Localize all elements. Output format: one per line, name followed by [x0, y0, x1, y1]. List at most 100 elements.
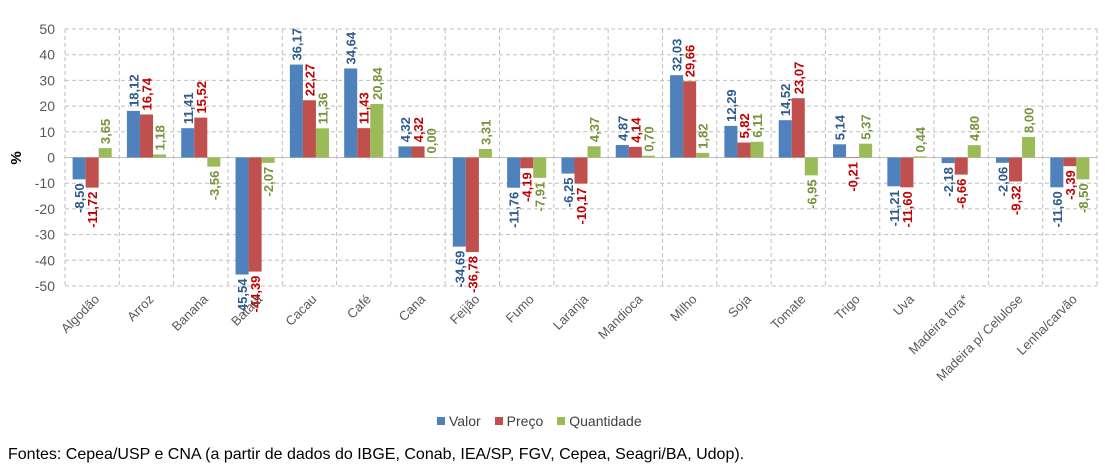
- bar-quantidade: [370, 103, 384, 158]
- y-tick-label: 40: [39, 47, 55, 63]
- data-label-quantidade: 0,70: [641, 126, 656, 151]
- data-label-preço: 16,74: [139, 77, 154, 110]
- bar-preço: [683, 81, 697, 158]
- x-category-label: Mandioca: [595, 291, 646, 342]
- x-category-label: Milho: [667, 292, 700, 325]
- data-label-valor: 32,03: [670, 39, 685, 72]
- bar-quantidade: [913, 156, 927, 158]
- data-label-preço: -0,21: [846, 162, 861, 192]
- legend-item-quantidade: Quantidade: [557, 413, 642, 429]
- data-label-quantidade: -3,56: [207, 171, 222, 201]
- data-label-preço: -3,39: [1063, 170, 1078, 200]
- bar-preço: [628, 146, 642, 158]
- bar-preço: [139, 114, 153, 158]
- y-tick-label: -50: [35, 278, 55, 294]
- data-label-quantidade: 5,37: [859, 114, 874, 139]
- bar-preço: [357, 128, 371, 158]
- data-label-quantidade: 11,36: [315, 92, 330, 124]
- bar-preço: [520, 157, 534, 169]
- bars: [72, 64, 1090, 275]
- data-label-preço: -11,72: [85, 192, 100, 228]
- data-label-valor: -34,69: [452, 251, 467, 288]
- bar-preço: [900, 157, 914, 188]
- y-tick-label: -20: [35, 201, 55, 217]
- x-category-label: Cacau: [282, 292, 319, 329]
- y-tick-label: -40: [35, 252, 55, 268]
- x-axis-categories: Algodão Arroz Banana Batata Cacau Café Cana Fei…: [58, 291, 1080, 384]
- data-label-valor: 18,12: [126, 74, 141, 107]
- data-label-preço: -6,66: [954, 179, 969, 209]
- bar-preço: [302, 100, 316, 158]
- y-tick-label: 0: [47, 150, 55, 166]
- x-category-label: Laranja: [550, 291, 592, 333]
- bar-preço: [465, 157, 479, 253]
- data-label-quantidade: 1,82: [696, 124, 711, 149]
- x-category-label: Arroz: [124, 292, 157, 325]
- y-tick-label: 50: [39, 21, 55, 37]
- bar-quantidade: [750, 141, 764, 158]
- data-label-valor: -8,50: [72, 183, 87, 213]
- bar-preço: [1063, 157, 1077, 167]
- bar-preço: [194, 117, 208, 158]
- bar-preço: [737, 142, 751, 158]
- data-label-quantidade: 8,00: [1022, 108, 1037, 133]
- y-tick-label: 20: [39, 98, 55, 114]
- bar-quantidade: [859, 143, 873, 158]
- bar-preço: [954, 157, 968, 175]
- bar-quantidade: [696, 152, 710, 158]
- data-label-valor: 12,29: [724, 89, 739, 122]
- data-label-valor: 34,64: [344, 31, 359, 64]
- bar-preço: [574, 157, 588, 184]
- bar-quantidade: [587, 146, 601, 158]
- data-label-valor: -2,18: [941, 167, 956, 197]
- data-label-quantidade: -6,95: [804, 179, 819, 209]
- bar-valor: [887, 157, 901, 187]
- data-label-preço: -10,17: [574, 188, 589, 225]
- data-label-quantidade: 6,11: [750, 113, 765, 138]
- bar-quantidade: [967, 145, 981, 158]
- legend-swatch-valor: [437, 417, 445, 425]
- legend-label-preco: Preço: [506, 413, 544, 429]
- data-labels: -8,50 18,12 11,41 -45,54 36,17 34,64 4,32 -34,6…: [72, 28, 1091, 315]
- data-label-valor: 4,87: [615, 116, 630, 141]
- data-label-valor: 5,14: [833, 114, 848, 140]
- bar-valor: [452, 157, 466, 247]
- bar-valor: [561, 157, 575, 174]
- data-label-preço: 22,27: [302, 64, 317, 97]
- bar-valor: [289, 64, 303, 158]
- data-label-preço: -36,78: [465, 256, 480, 293]
- data-label-quantidade: 0,44: [913, 126, 928, 152]
- data-label-preço: 15,52: [194, 81, 209, 114]
- data-label-preço: -44,39: [248, 276, 263, 313]
- bar-valor: [724, 125, 738, 158]
- data-label-preço: -11,60: [900, 191, 915, 227]
- legend-swatch-preco: [494, 417, 503, 425]
- y-axis-ticks: 50 40 30 20 10 0 -10 -20 -30 -40 -50: [35, 21, 55, 294]
- y-tick-label: -30: [35, 227, 55, 243]
- x-category-label: Café: [344, 292, 374, 322]
- bar-quantidade: [478, 148, 492, 158]
- data-label-quantidade: 3,31: [478, 120, 493, 145]
- bar-valor: [344, 68, 358, 158]
- bar-preço: [85, 157, 99, 188]
- bar-valor: [615, 144, 629, 158]
- x-category-label: Fumo: [503, 292, 537, 326]
- bar-preço: [411, 146, 425, 158]
- bar-quantidade: [261, 157, 275, 163]
- bar-quantidade: [152, 154, 167, 158]
- data-label-valor: -2,06: [995, 167, 1010, 197]
- legend-label-valor: Valor: [449, 413, 481, 429]
- data-label-valor: -11,60: [1050, 191, 1065, 227]
- data-label-preço: 4,32: [411, 117, 426, 142]
- bar-valor: [235, 157, 249, 275]
- data-label-preço: 5,82: [737, 113, 752, 138]
- data-label-valor: -6,25: [561, 178, 576, 208]
- x-category-label: Cana: [396, 291, 429, 324]
- data-label-quantidade: 4,80: [967, 116, 982, 141]
- legend: Valor Preço Quantidade: [437, 413, 642, 429]
- bar-quantidade: [804, 157, 818, 176]
- bar-quantidade: [1022, 136, 1036, 158]
- data-label-quantidade: -8,50: [1076, 183, 1091, 213]
- data-label-preço: -9,32: [1009, 185, 1024, 215]
